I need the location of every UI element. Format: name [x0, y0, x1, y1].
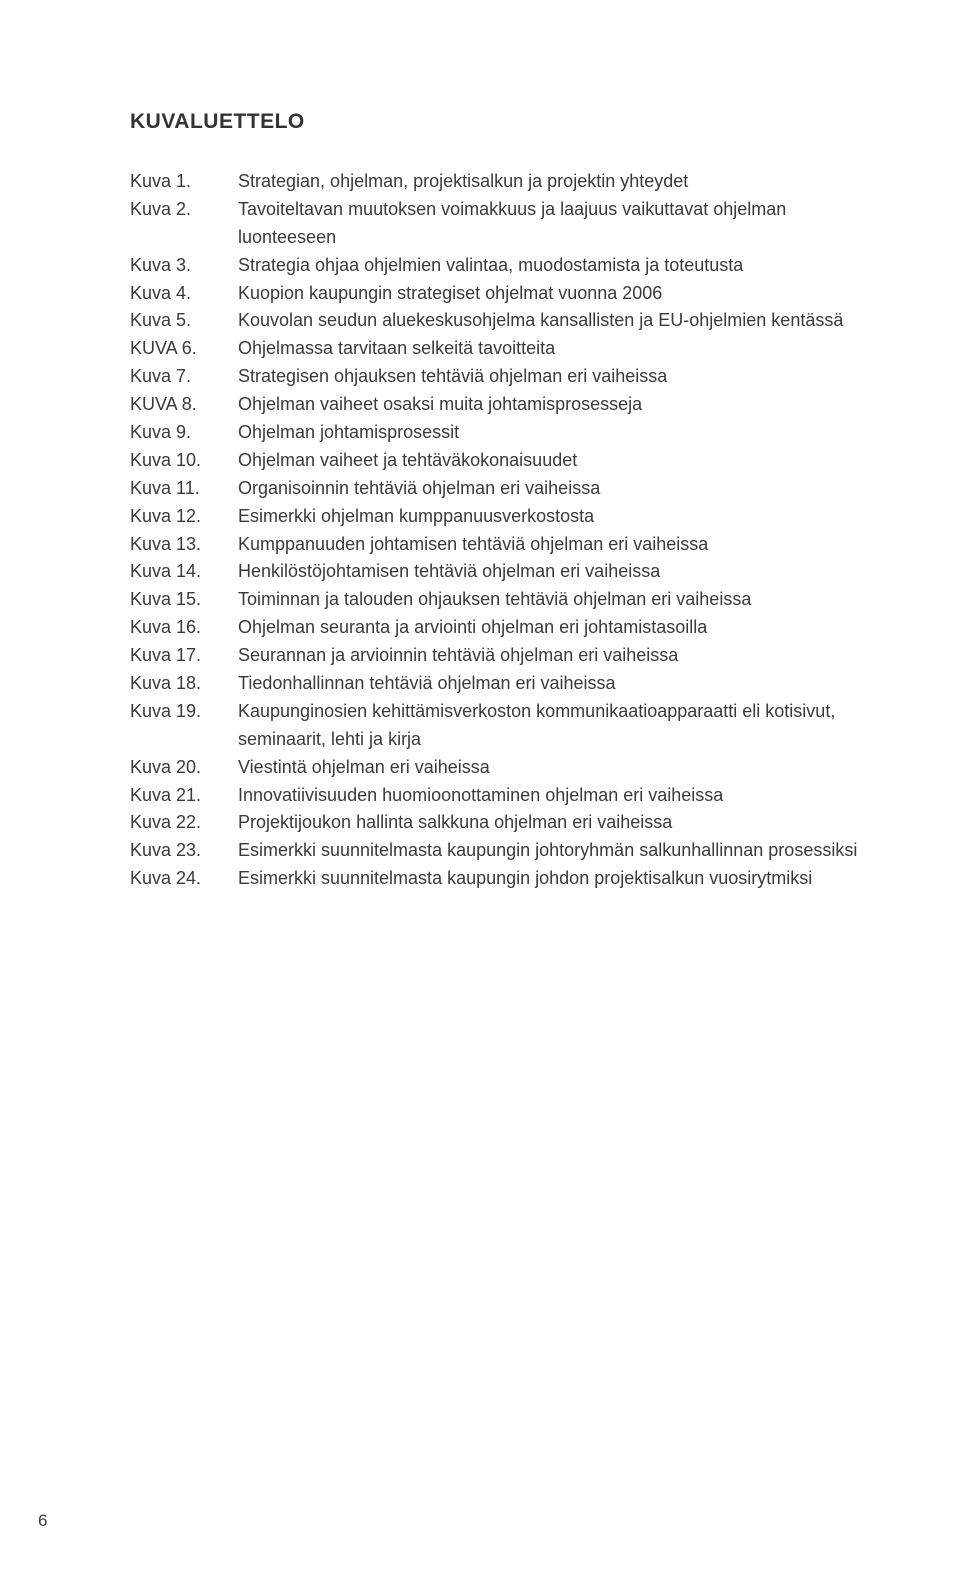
figure-description: Esimerkki ohjelman kumppanuusverkostosta	[238, 503, 860, 531]
figure-label: Kuva 12.	[130, 503, 238, 531]
figure-description: Seurannan ja arvioinnin tehtäviä ohjelma…	[238, 642, 860, 670]
figure-label: Kuva 18.	[130, 670, 238, 698]
figure-list-item: Kuva 14.Henkilöstöjohtamisen tehtäviä oh…	[130, 558, 860, 586]
figure-list-item: Kuva 22.Projektijoukon hallinta salkkuna…	[130, 809, 860, 837]
figure-list-item: Kuva 23.Esimerkki suunnitelmasta kaupung…	[130, 837, 860, 865]
figure-list-item: KUVA 6.Ohjelmassa tarvitaan selkeitä tav…	[130, 335, 860, 363]
figure-description: Ohjelman johtamisprosessit	[238, 419, 860, 447]
figure-description: Strategian, ohjelman, projektisalkun ja …	[238, 168, 860, 196]
figure-label: Kuva 15.	[130, 586, 238, 614]
figure-label: Kuva 17.	[130, 642, 238, 670]
figure-description: Projektijoukon hallinta salkkuna ohjelma…	[238, 809, 860, 837]
figure-list-item: Kuva 1.Strategian, ohjelman, projektisal…	[130, 168, 860, 196]
figure-description: Kuopion kaupungin strategiset ohjelmat v…	[238, 280, 860, 308]
figure-list-item: Kuva 7.Strategisen ohjauksen tehtäviä oh…	[130, 363, 860, 391]
figure-list-item: Kuva 18.Tiedonhallinnan tehtäviä ohjelma…	[130, 670, 860, 698]
figure-description: Strategia ohjaa ohjelmien valintaa, muod…	[238, 252, 860, 280]
figure-description: Viestintä ohjelman eri vaiheissa	[238, 754, 860, 782]
figure-label: Kuva 22.	[130, 809, 238, 837]
figure-label: Kuva 5.	[130, 307, 238, 335]
figure-list-item: Kuva 13.Kumppanuuden johtamisen tehtäviä…	[130, 531, 860, 559]
figure-description: Tavoiteltavan muutoksen voimakkuus ja la…	[238, 196, 860, 252]
figure-description: Ohjelman vaiheet ja tehtäväkokonaisuudet	[238, 447, 860, 475]
figure-list-item: Kuva 4.Kuopion kaupungin strategiset ohj…	[130, 280, 860, 308]
figure-description: Kaupunginosien kehittämisverkoston kommu…	[238, 698, 860, 754]
figure-label: Kuva 9.	[130, 419, 238, 447]
figure-list-item: Kuva 17.Seurannan ja arvioinnin tehtäviä…	[130, 642, 860, 670]
figure-list-item: Kuva 9.Ohjelman johtamisprosessit	[130, 419, 860, 447]
figure-description: Ohjelman seuranta ja arviointi ohjelman …	[238, 614, 860, 642]
figure-list-item: Kuva 5.Kouvolan seudun aluekeskusohjelma…	[130, 307, 860, 335]
figure-label: Kuva 11.	[130, 475, 238, 503]
figure-list-item: Kuva 20.Viestintä ohjelman eri vaiheissa	[130, 754, 860, 782]
figure-label: KUVA 8.	[130, 391, 238, 419]
figure-list-item: Kuva 15.Toiminnan ja talouden ohjauksen …	[130, 586, 860, 614]
figure-description: Tiedonhallinnan tehtäviä ohjelman eri va…	[238, 670, 860, 698]
figure-description: Organisoinnin tehtäviä ohjelman eri vaih…	[238, 475, 860, 503]
figure-list-item: KUVA 8.Ohjelman vaiheet osaksi muita joh…	[130, 391, 860, 419]
figure-description: Henkilöstöjohtamisen tehtäviä ohjelman e…	[238, 558, 860, 586]
page-number: 6	[38, 1511, 47, 1531]
figure-description: Ohjelmassa tarvitaan selkeitä tavoitteit…	[238, 335, 860, 363]
figure-list-item: Kuva 2.Tavoiteltavan muutoksen voimakkuu…	[130, 196, 860, 252]
figure-list: Kuva 1.Strategian, ohjelman, projektisal…	[130, 168, 860, 893]
figure-list-item: Kuva 21.Innovatiivisuuden huomioonottami…	[130, 782, 860, 810]
figure-label: Kuva 3.	[130, 252, 238, 280]
figure-label: Kuva 4.	[130, 280, 238, 308]
figure-description: Ohjelman vaiheet osaksi muita johtamispr…	[238, 391, 860, 419]
figure-list-item: Kuva 16.Ohjelman seuranta ja arviointi o…	[130, 614, 860, 642]
figure-label: Kuva 13.	[130, 531, 238, 559]
figure-label: Kuva 16.	[130, 614, 238, 642]
figure-list-item: Kuva 24.Esimerkki suunnitelmasta kaupung…	[130, 865, 860, 893]
figure-label: Kuva 2.	[130, 196, 238, 224]
figure-label: Kuva 14.	[130, 558, 238, 586]
figure-description: Kouvolan seudun aluekeskusohjelma kansal…	[238, 307, 860, 335]
figure-description: Kumppanuuden johtamisen tehtäviä ohjelma…	[238, 531, 860, 559]
figure-label: Kuva 20.	[130, 754, 238, 782]
figure-description: Strategisen ohjauksen tehtäviä ohjelman …	[238, 363, 860, 391]
page-heading: KUVALUETTELO	[130, 110, 860, 134]
figure-description: Toiminnan ja talouden ohjauksen tehtäviä…	[238, 586, 860, 614]
figure-label: Kuva 7.	[130, 363, 238, 391]
figure-list-item: Kuva 10.Ohjelman vaiheet ja tehtäväkokon…	[130, 447, 860, 475]
figure-label: Kuva 10.	[130, 447, 238, 475]
figure-list-item: Kuva 19.Kaupunginosien kehittämisverkost…	[130, 698, 860, 754]
figure-label: Kuva 1.	[130, 168, 238, 196]
figure-description: Esimerkki suunnitelmasta kaupungin johto…	[238, 837, 860, 865]
figure-label: Kuva 24.	[130, 865, 238, 893]
figure-label: Kuva 21.	[130, 782, 238, 810]
figure-description: Esimerkki suunnitelmasta kaupungin johdo…	[238, 865, 860, 893]
figure-label: Kuva 19.	[130, 698, 238, 726]
figure-list-item: Kuva 3.Strategia ohjaa ohjelmien valinta…	[130, 252, 860, 280]
figure-list-item: Kuva 11.Organisoinnin tehtäviä ohjelman …	[130, 475, 860, 503]
figure-label: KUVA 6.	[130, 335, 238, 363]
figure-list-item: Kuva 12.Esimerkki ohjelman kumppanuusver…	[130, 503, 860, 531]
figure-label: Kuva 23.	[130, 837, 238, 865]
document-page: KUVALUETTELO Kuva 1.Strategian, ohjelman…	[0, 0, 960, 1587]
figure-description: Innovatiivisuuden huomioonottaminen ohje…	[238, 782, 860, 810]
